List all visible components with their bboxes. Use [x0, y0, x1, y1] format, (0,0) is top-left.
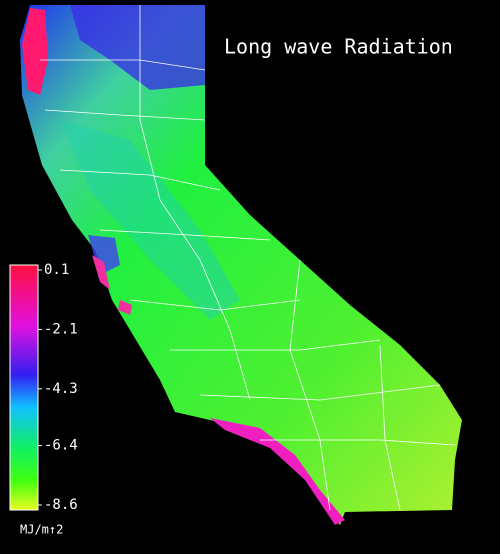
legend-tick-label: -8.6 [44, 497, 78, 513]
color-bar [9, 264, 39, 511]
north-coast [22, 8, 48, 95]
bay-area [88, 235, 120, 275]
california-map [20, 5, 462, 525]
legend-tick-label: -2.1 [44, 321, 78, 337]
state-shape [20, 5, 462, 525]
legend-tick-label: -4.3 [44, 381, 78, 397]
county-lines [40, 5, 456, 511]
legend-tick-label: 0.1 [44, 262, 69, 278]
legend-unit: MJ/m↑2 [20, 523, 63, 537]
central-valley [60, 120, 240, 320]
south-coast [210, 418, 345, 525]
map-title: Long wave Radiation [224, 35, 453, 59]
central-coast [92, 255, 132, 315]
legend-tick-label: -6.4 [44, 438, 78, 454]
north-region [70, 5, 205, 90]
color-legend: MJ/m↑2 0.1 -2.1 -4.3 -6.4 -8.6 [9, 262, 78, 537]
